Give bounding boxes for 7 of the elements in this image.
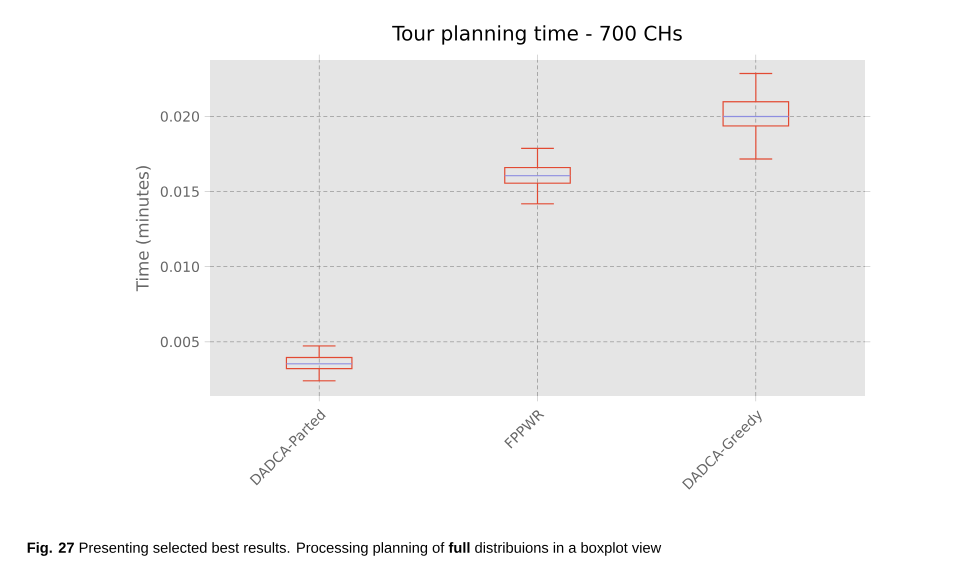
- y-tick-label: 0.020: [160, 111, 200, 122]
- chart-title: Tour planning time - 700 CHs: [392, 25, 682, 45]
- y-tick-label: 0.015: [160, 186, 199, 197]
- y-tick-label: 0.005: [160, 336, 199, 348]
- y-axis-title: Time (minutes): [136, 166, 151, 292]
- text: Fig. 27 Presenting selected best results. Processing planning of full distribuions in a boxplot view: [28, 542, 662, 556]
- y-tick-label: 0.010: [160, 261, 200, 272]
